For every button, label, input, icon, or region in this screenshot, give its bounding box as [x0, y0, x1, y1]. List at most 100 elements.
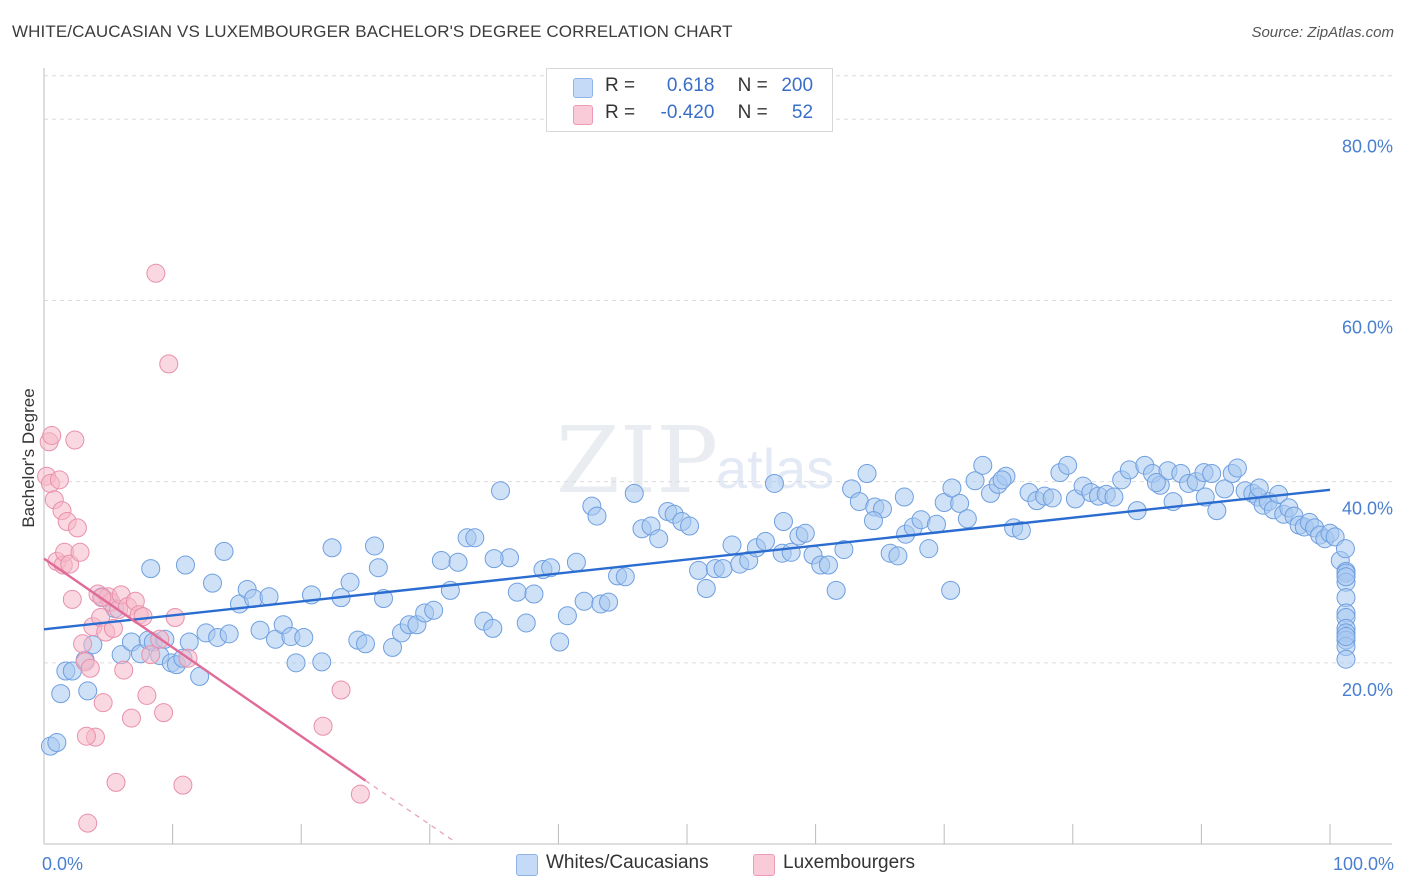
data-point	[755, 531, 775, 551]
legend-swatch-luxembourgers	[573, 105, 593, 125]
data-point	[431, 550, 451, 570]
data-point	[259, 587, 279, 607]
data-point	[356, 634, 375, 654]
data-point	[941, 580, 961, 600]
data-point	[566, 552, 586, 572]
y-tick-label: 20.0%	[1342, 680, 1393, 700]
data-point	[781, 542, 801, 562]
data-point	[1249, 478, 1269, 498]
data-point	[368, 558, 388, 578]
data-point	[599, 592, 619, 612]
data-point	[1195, 487, 1215, 507]
legend-text-whites: R = 0.618 N = 200	[605, 75, 813, 97]
legend-text-luxembourgers: R = -0.420 N = 52	[605, 102, 813, 124]
data-point	[888, 546, 908, 566]
data-point	[894, 487, 914, 507]
data-point	[649, 529, 669, 549]
legend: R = 0.618 N = 200 R = -0.420 N = 52	[546, 68, 833, 132]
legend-n-value: 200	[781, 75, 814, 96]
data-point	[322, 538, 342, 558]
data-point	[154, 703, 174, 723]
data-point	[722, 535, 742, 555]
data-point	[137, 685, 157, 705]
bottom-legend-label-whites: Whites/Caucasians	[546, 852, 709, 873]
bottom-legend: Whites/Caucasians Luxembourgers	[0, 852, 1406, 878]
data-point	[857, 463, 877, 483]
series-luxembourgers	[37, 263, 370, 833]
data-point	[214, 541, 234, 561]
data-point	[121, 708, 141, 728]
data-point	[834, 540, 854, 560]
data-point	[78, 681, 98, 701]
data-point	[62, 589, 82, 609]
data-point	[764, 473, 784, 493]
data-point	[49, 470, 69, 490]
data-point	[141, 559, 161, 579]
legend-n-label: N =	[737, 75, 768, 96]
data-point	[73, 634, 93, 654]
data-point	[331, 680, 351, 700]
data-point	[146, 263, 166, 283]
trend-line-luxembourgers	[43, 557, 367, 782]
data-point	[1335, 539, 1355, 559]
data-point	[383, 637, 403, 657]
chart-source: Source: ZipAtlas.com	[1251, 24, 1394, 41]
axes	[43, 68, 1392, 845]
data-point	[1058, 455, 1078, 475]
legend-swatch-whites	[573, 78, 593, 98]
data-point	[926, 514, 946, 534]
legend-r-value: 0.618	[666, 75, 715, 96]
trend-line-whites	[43, 488, 1331, 631]
data-point	[1146, 473, 1166, 493]
data-point	[365, 536, 385, 556]
data-point	[713, 559, 733, 579]
data-point	[175, 555, 195, 575]
chart-title: WHITE/CAUCASIAN VS LUXEMBOURGER BACHELOR…	[12, 22, 733, 41]
data-point	[294, 627, 314, 647]
data-point	[1011, 521, 1031, 541]
data-point	[141, 645, 161, 665]
data-point	[965, 471, 985, 491]
data-point	[680, 516, 700, 536]
data-point	[70, 542, 90, 562]
data-point	[541, 558, 561, 578]
bottom-legend-swatch-whites	[516, 854, 538, 876]
data-point	[973, 455, 993, 475]
x-tick-label: 0.0%	[42, 854, 83, 874]
data-point	[1336, 649, 1356, 669]
data-point	[818, 555, 838, 575]
data-point	[340, 572, 360, 592]
data-point	[250, 620, 270, 640]
trend-lines	[43, 488, 1331, 843]
data-point	[219, 624, 239, 644]
data-point	[51, 684, 71, 704]
data-point	[587, 506, 607, 526]
data-point	[483, 618, 503, 638]
trend-line-extension	[365, 780, 456, 843]
data-point	[950, 493, 970, 513]
data-point	[957, 509, 977, 529]
data-point	[516, 613, 536, 633]
data-point	[159, 354, 179, 374]
bottom-legend-label-luxembourgers: Luxembourgers	[783, 852, 916, 873]
data-point	[992, 470, 1012, 490]
data-point	[47, 733, 67, 753]
series-whites	[40, 455, 1356, 756]
data-point	[1336, 627, 1356, 647]
data-point	[484, 549, 504, 569]
data-point	[93, 693, 113, 713]
data-point	[114, 660, 134, 680]
legend-r-value: -0.420	[660, 102, 715, 123]
data-point	[1042, 488, 1062, 508]
data-point	[312, 652, 332, 672]
data-point	[65, 430, 85, 450]
data-point	[424, 600, 444, 620]
data-point	[1202, 463, 1222, 483]
data-point	[524, 584, 544, 604]
data-point	[550, 632, 570, 652]
data-point	[773, 512, 793, 532]
data-point	[67, 518, 87, 538]
y-tick-label: 60.0%	[1342, 317, 1393, 337]
legend-r-label: R =	[605, 102, 636, 123]
